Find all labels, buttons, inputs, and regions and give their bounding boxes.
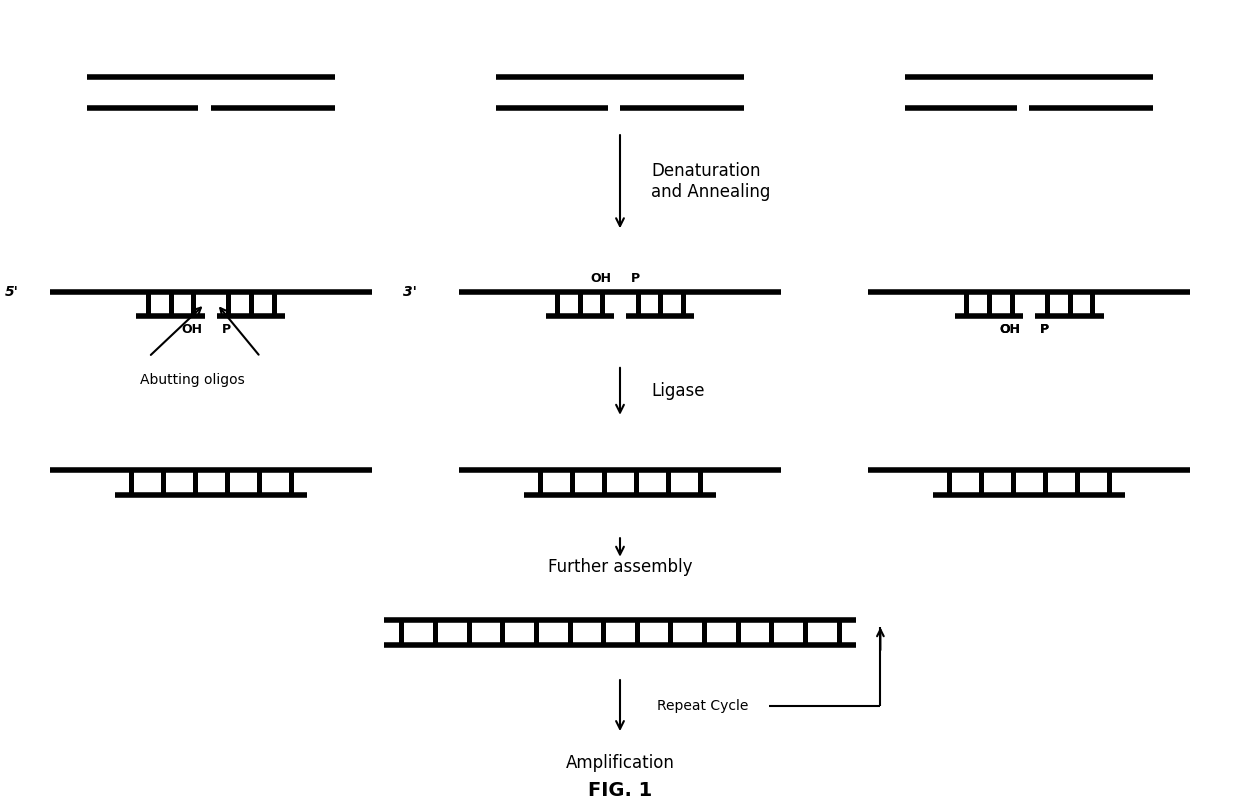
Text: OH: OH [590, 272, 611, 285]
Text: P: P [631, 272, 640, 285]
Text: OH: OH [181, 323, 202, 336]
Text: 3': 3' [403, 285, 417, 299]
Text: P: P [1040, 323, 1049, 336]
Text: Further assembly: Further assembly [548, 558, 692, 576]
Text: P: P [1040, 323, 1049, 336]
Text: 5': 5' [5, 285, 19, 299]
Text: FIG. 1: FIG. 1 [588, 781, 652, 800]
Text: Denaturation
and Annealing: Denaturation and Annealing [651, 162, 770, 201]
Text: P: P [222, 323, 231, 336]
Text: Abutting oligos: Abutting oligos [140, 373, 244, 387]
Text: OH: OH [999, 323, 1021, 336]
Text: Repeat Cycle: Repeat Cycle [657, 698, 749, 713]
Text: Ligase: Ligase [651, 382, 704, 401]
Text: OH: OH [999, 323, 1021, 336]
Text: Amplification: Amplification [565, 754, 675, 772]
